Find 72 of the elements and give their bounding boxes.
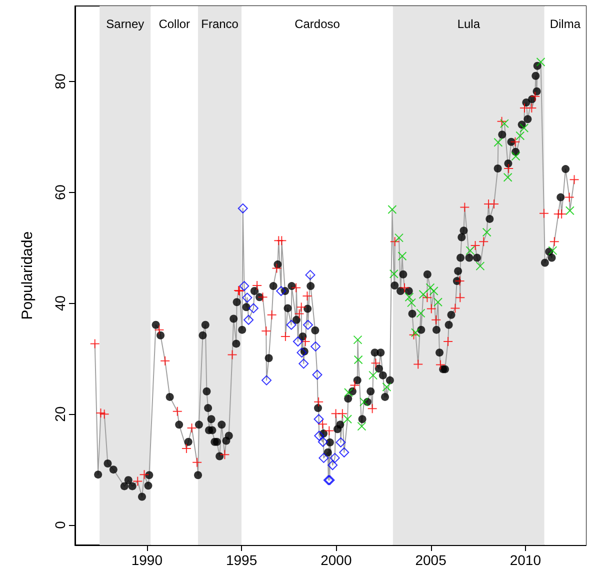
point [328, 460, 338, 470]
point [466, 246, 475, 256]
point [353, 335, 362, 344]
point [520, 123, 529, 132]
y-tick-label: 60 [52, 184, 68, 200]
point [318, 452, 329, 463]
y-tick-label: 0 [52, 520, 68, 529]
point [344, 388, 353, 398]
point [360, 397, 368, 406]
point [407, 298, 416, 308]
point [429, 286, 438, 296]
point [410, 328, 420, 338]
point [244, 314, 254, 325]
point [305, 270, 316, 280]
point [503, 172, 512, 182]
band-label: Sarney [106, 17, 144, 31]
point [536, 58, 546, 67]
y-tick-label: 20 [52, 406, 68, 422]
point [434, 298, 442, 307]
point [298, 358, 309, 369]
point [398, 252, 407, 261]
point [248, 303, 258, 314]
point [239, 281, 250, 292]
point [426, 283, 435, 292]
y-tick-label: 80 [52, 73, 68, 90]
y-tick-label: 40 [52, 295, 68, 312]
y-axis-title: Popularidade [19, 231, 36, 320]
x-tick-label: 1995 [226, 552, 258, 568]
point [548, 246, 558, 256]
point [357, 422, 366, 431]
point [516, 131, 525, 140]
point [314, 430, 324, 441]
point [382, 382, 392, 392]
point [394, 233, 404, 242]
point [286, 320, 296, 330]
band-label: Franco [201, 17, 239, 31]
band-label: Collor [158, 17, 190, 31]
point [565, 206, 574, 216]
point [296, 348, 307, 358]
x-tick-label: 2005 [415, 552, 447, 568]
point [494, 138, 503, 147]
point [330, 452, 340, 463]
point [343, 414, 352, 424]
band-label: Cardoso [294, 17, 340, 31]
point [368, 370, 378, 380]
x-tick-label: 2010 [510, 552, 542, 568]
point [482, 228, 492, 237]
point [312, 370, 322, 380]
band-label: Dilma [550, 17, 581, 31]
point [242, 292, 252, 303]
point [476, 262, 485, 271]
point [336, 437, 346, 448]
point [276, 286, 286, 296]
point [416, 308, 426, 318]
point [310, 341, 321, 352]
point [318, 436, 328, 447]
point [388, 205, 397, 214]
point [302, 320, 313, 330]
point [262, 375, 272, 386]
x-tick-label: 1990 [131, 552, 163, 568]
point [511, 152, 520, 161]
point [418, 290, 428, 299]
x-tick-label: 2000 [320, 552, 352, 568]
point [339, 447, 350, 458]
point [238, 203, 248, 214]
point [500, 119, 509, 128]
point [389, 269, 398, 278]
point [292, 336, 303, 346]
band-label: Lula [457, 17, 480, 31]
point [354, 355, 363, 364]
point [314, 414, 324, 424]
point [404, 292, 414, 302]
